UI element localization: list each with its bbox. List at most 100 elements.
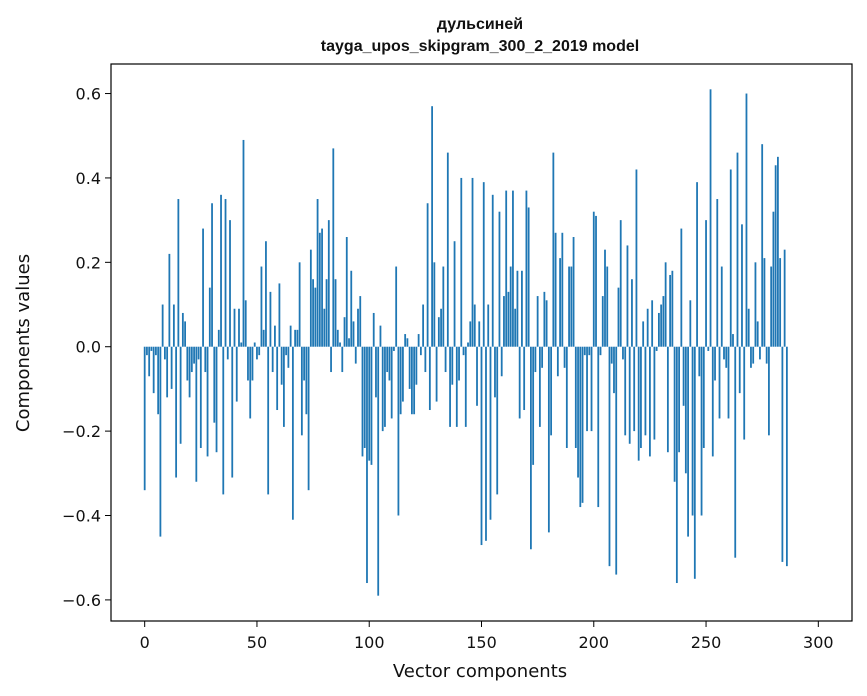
bar-74	[309, 249, 312, 347]
bar-8	[161, 304, 164, 347]
bar-40	[233, 308, 236, 347]
bar-165	[514, 308, 517, 347]
x-tick-label-6: 300	[803, 633, 834, 652]
bar-269	[747, 308, 750, 347]
y-tick-label-6: 0.6	[76, 85, 101, 104]
bar-31	[213, 346, 216, 423]
bar-135	[446, 152, 449, 347]
bar-143	[464, 346, 467, 427]
bar-232	[664, 262, 667, 347]
bar-167	[518, 346, 521, 419]
bar-91	[348, 338, 350, 347]
x-tick-label-2: 100	[354, 633, 385, 652]
bar-72	[305, 346, 308, 415]
bar-217	[631, 279, 633, 347]
bar-97	[361, 346, 364, 457]
bar-13	[172, 304, 175, 347]
bar-265	[738, 346, 741, 394]
bar-65	[289, 325, 292, 347]
bar-119	[410, 346, 413, 415]
plot-frame	[110, 63, 853, 622]
bar-11	[168, 253, 171, 347]
bar-153	[487, 304, 490, 347]
x-tick-label-3: 150	[466, 633, 497, 652]
chart-title-line-1: дульсиней	[437, 16, 523, 33]
x-tick-label-4: 200	[578, 633, 609, 652]
bar-51	[258, 346, 261, 356]
bar-112	[395, 266, 398, 347]
bar-23	[195, 346, 198, 482]
bar-56	[269, 291, 272, 347]
bar-137	[451, 346, 454, 385]
bar-128	[431, 106, 433, 347]
bar-228	[655, 346, 658, 351]
bar-238	[678, 346, 680, 453]
bar-116	[404, 334, 407, 347]
bar-243	[689, 300, 692, 347]
bar-276	[763, 258, 766, 347]
bar-132	[440, 308, 442, 347]
bar-161	[505, 190, 508, 347]
bar-139	[455, 346, 458, 427]
bar-43	[240, 342, 243, 347]
bar-247	[698, 346, 701, 377]
bar-192	[574, 346, 577, 448]
x-tick-label-5: 250	[691, 633, 722, 652]
bar-210	[615, 346, 618, 575]
bar-111	[393, 346, 395, 351]
bar-231	[662, 296, 665, 347]
bar-158	[498, 211, 501, 347]
bar-213	[622, 346, 624, 360]
bar-157	[496, 346, 499, 495]
bar-240	[682, 346, 685, 406]
bar-49	[253, 342, 256, 347]
bar-163	[509, 266, 512, 347]
bar-99	[366, 346, 368, 584]
bar-285	[783, 249, 786, 347]
bar-237	[675, 346, 678, 584]
bar-95	[357, 308, 359, 347]
bar-253	[711, 346, 714, 457]
bar-277	[765, 346, 768, 364]
bar-15	[177, 199, 180, 347]
bar-272	[754, 262, 757, 347]
bar-211	[617, 287, 620, 347]
bar-208	[610, 346, 613, 364]
bar-181	[550, 346, 553, 436]
bar-2	[148, 346, 151, 377]
bar-39	[231, 346, 234, 478]
bar-125	[424, 346, 427, 373]
bar-257	[720, 266, 723, 347]
bar-178	[543, 291, 546, 347]
bar-198	[588, 346, 591, 356]
bar-216	[628, 346, 631, 444]
bar-263	[734, 346, 737, 558]
bar-18	[184, 321, 186, 347]
bar-58	[274, 325, 276, 347]
y-tick-label-0: −0.6	[62, 591, 101, 610]
bar-280	[772, 211, 775, 347]
bar-9	[163, 346, 166, 360]
bar-122	[417, 334, 420, 347]
bar-236	[673, 346, 676, 482]
bar-55	[267, 346, 270, 495]
bar-94	[354, 346, 357, 364]
bar-250	[705, 220, 707, 347]
bar-260	[727, 346, 730, 419]
bar-42	[238, 308, 240, 347]
bar-89	[343, 317, 346, 347]
bar-80	[323, 308, 326, 347]
bar-141	[460, 177, 463, 347]
bar-113	[397, 346, 400, 516]
bar-159	[500, 346, 503, 377]
bar-239	[680, 228, 683, 347]
bar-123	[419, 346, 422, 356]
bar-83	[330, 346, 332, 373]
bar-92	[350, 270, 353, 347]
bar-266	[741, 224, 743, 347]
bar-50	[256, 346, 258, 360]
bar-118	[408, 346, 411, 389]
bar-279	[770, 266, 773, 347]
bar-197	[586, 346, 588, 432]
bar-12	[170, 346, 173, 389]
